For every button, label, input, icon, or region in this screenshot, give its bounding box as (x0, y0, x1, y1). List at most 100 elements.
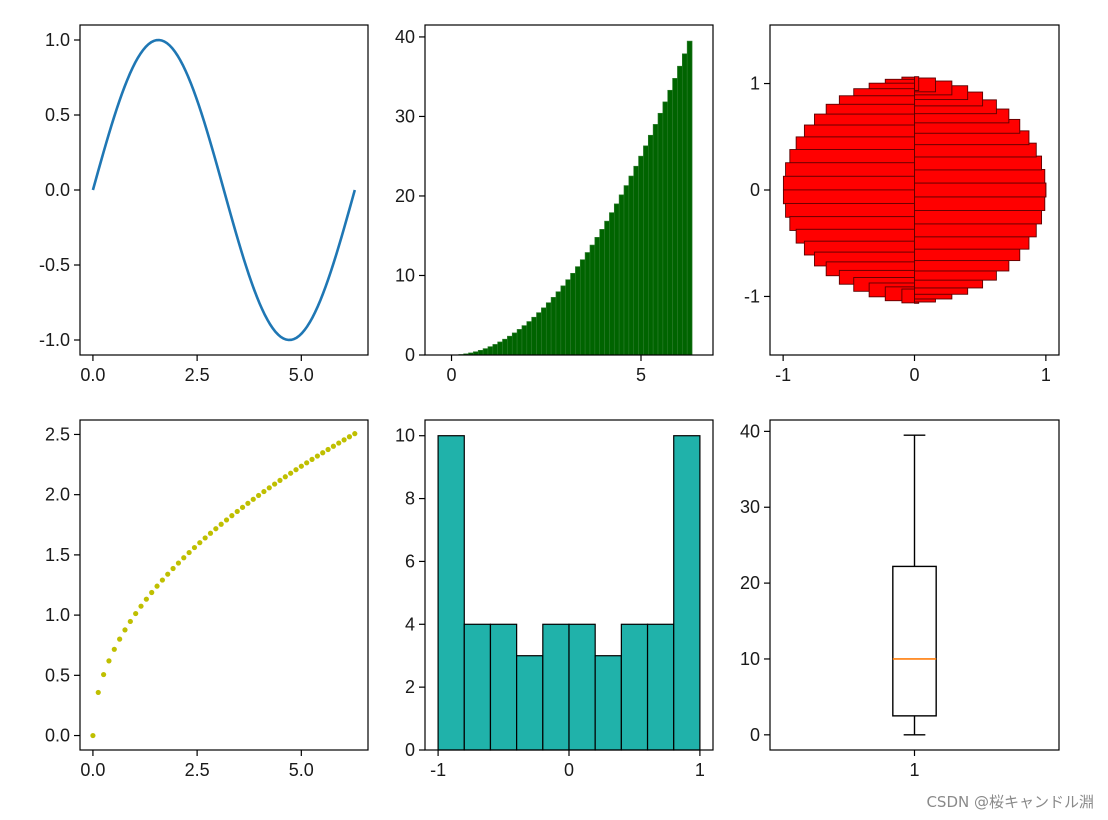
horizontal-bar (789, 216, 915, 231)
axes-frame (769, 24, 1060, 356)
axes-frame (769, 419, 1060, 751)
bar (531, 316, 537, 356)
x-tick-label: 0.0 (80, 760, 105, 780)
watermark-text: CSDN @桜キャンドル淵 (926, 793, 1094, 811)
bar (570, 272, 576, 356)
bar (681, 53, 688, 356)
bar (516, 329, 523, 356)
scatter-point (266, 485, 272, 491)
histogram-bar (516, 655, 544, 751)
y-tick-label: 2.0 (45, 485, 70, 505)
bar (618, 194, 625, 356)
plot-area (782, 76, 1047, 304)
y-tick-label: 10 (395, 426, 415, 446)
axes-frame (79, 24, 369, 356)
bar (560, 285, 567, 356)
bar (492, 344, 499, 356)
y-tick-label: -1.0 (39, 330, 70, 350)
subplot-1: 0.0 2.5 5.0 -1.0 -0.5 0.0 0.5 1.0 (39, 24, 369, 385)
bar (579, 259, 586, 356)
horizontal-bar (914, 182, 1047, 198)
scatter-point (175, 560, 182, 566)
scatter-point (320, 450, 326, 456)
scatter-point (181, 555, 187, 561)
bar (594, 237, 601, 356)
bar (511, 332, 518, 356)
bar (628, 175, 635, 356)
scatter-point (202, 535, 208, 541)
histogram-bar (489, 623, 518, 751)
bar (677, 65, 683, 356)
axes-frame (79, 419, 369, 751)
bar (589, 244, 596, 356)
scatter-point (170, 565, 176, 572)
y-tick-label: 20 (740, 573, 760, 593)
scatter-point (186, 549, 192, 556)
horizontal-bar (914, 222, 1037, 238)
histogram-bar (620, 623, 649, 751)
horizontal-bar (901, 288, 915, 304)
bar (507, 335, 513, 356)
plot-area (892, 434, 937, 736)
scatter-point (213, 526, 219, 532)
histogram-bar (437, 435, 465, 751)
bar (623, 185, 630, 356)
subplot-2: 0 5 0 10 20 30 40 (395, 24, 714, 385)
y-tick-label: -1 (744, 286, 760, 306)
y-tick-label: 0 (750, 180, 760, 200)
horizontal-bar (914, 234, 1030, 250)
horizontal-bar (914, 169, 1046, 184)
scatter-point (127, 618, 133, 625)
y-tick-label: 1.0 (45, 30, 70, 50)
scatter-point (95, 689, 101, 696)
plot-area (90, 431, 358, 739)
subplot-4: 0.0 2.5 5.0 0.0 0.5 1.0 1.5 2.0 2.5 (45, 419, 369, 780)
scatter-point (223, 517, 230, 523)
scatter-point (352, 431, 358, 437)
bar (643, 145, 649, 356)
histogram-bar (568, 623, 596, 751)
x-tick-label: 5.0 (289, 760, 314, 780)
x-tick-label: 0 (447, 365, 457, 385)
scatter-point (133, 610, 139, 617)
horizontal-bar (914, 209, 1043, 225)
histogram-bar (463, 623, 492, 751)
bar (487, 346, 494, 356)
scatter-point (282, 474, 288, 480)
sine-line (91, 38, 357, 342)
bar (652, 124, 659, 356)
subplot-3: -1 0 1 -1 0 1 (744, 24, 1060, 385)
horizontal-bar (914, 76, 920, 91)
bar (575, 266, 581, 356)
scatter-point (250, 496, 256, 502)
bar (550, 297, 557, 356)
x-tick-label: 0.0 (80, 365, 105, 385)
scatter-point (138, 603, 144, 609)
box (892, 565, 937, 717)
horizontal-bar (785, 202, 915, 218)
histogram-bar (594, 655, 622, 751)
scatter-point (239, 504, 246, 510)
scatter-point (111, 646, 117, 652)
scatter-point (165, 571, 171, 577)
horizontal-bar (789, 149, 915, 164)
y-tick-label: 4 (405, 614, 415, 634)
scatter-point (255, 492, 262, 499)
x-tick-label: 0 (564, 760, 574, 780)
y-tick-label: 40 (740, 421, 760, 441)
x-tick-label: -1 (430, 760, 446, 780)
y-tick-label: 0 (405, 345, 415, 365)
scatter-point (330, 443, 337, 449)
scatter-point (122, 627, 128, 633)
y-tick-label: 0.5 (45, 665, 70, 685)
x-tick-label: 2.5 (185, 760, 210, 780)
plot-area (91, 38, 357, 342)
bar (541, 307, 547, 356)
scatter-point (159, 577, 165, 583)
x-tick-label: 1 (695, 760, 705, 780)
bar (662, 101, 669, 356)
y-tick-label: -0.5 (39, 255, 70, 275)
bar (599, 229, 605, 356)
